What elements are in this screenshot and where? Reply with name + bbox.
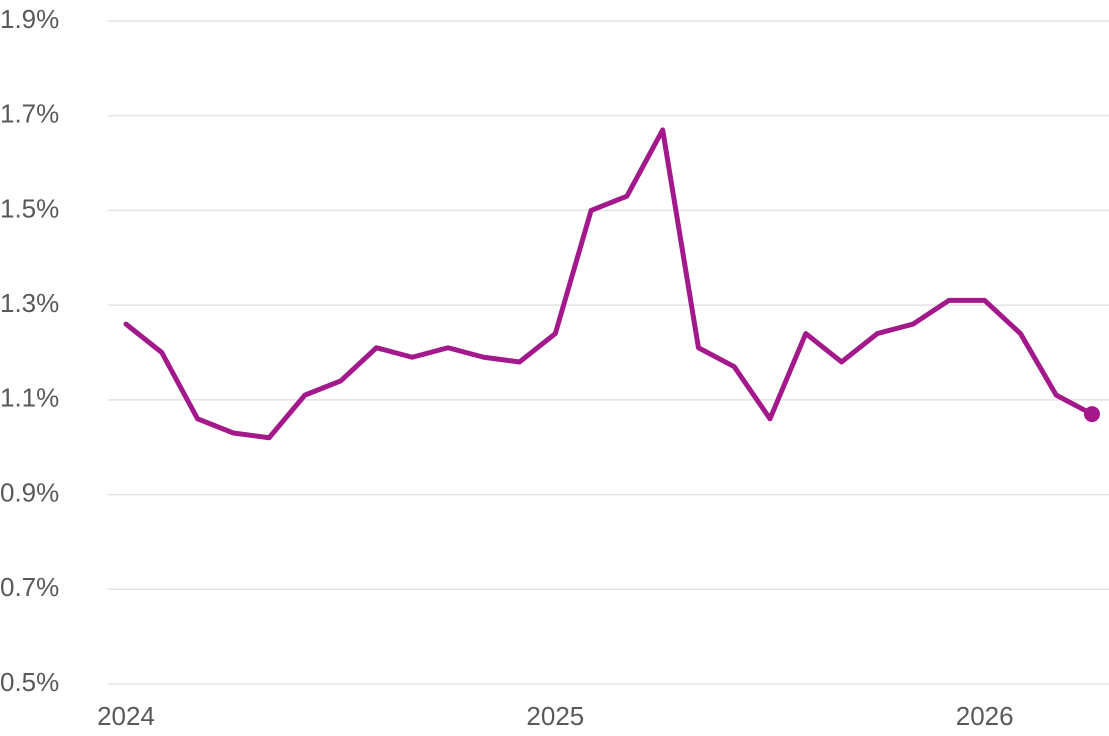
- x-tick-label: 2024: [97, 701, 155, 731]
- y-tick-label: 1.9%: [0, 4, 59, 34]
- y-tick-label: 1.5%: [0, 193, 59, 223]
- y-tick-label: 1.1%: [0, 383, 59, 413]
- end-marker: [1084, 406, 1100, 423]
- x-tick-label: 2025: [526, 701, 584, 731]
- x-tick-label: 2026: [956, 701, 1014, 731]
- y-tick-label: 0.9%: [0, 477, 59, 507]
- line: [123, 127, 1095, 441]
- y-tick-label: 1.3%: [0, 288, 59, 318]
- y-tick-label: 0.5%: [0, 667, 59, 697]
- y-tick-label: 0.7%: [0, 572, 59, 602]
- y-tick-label: 1.7%: [0, 99, 59, 129]
